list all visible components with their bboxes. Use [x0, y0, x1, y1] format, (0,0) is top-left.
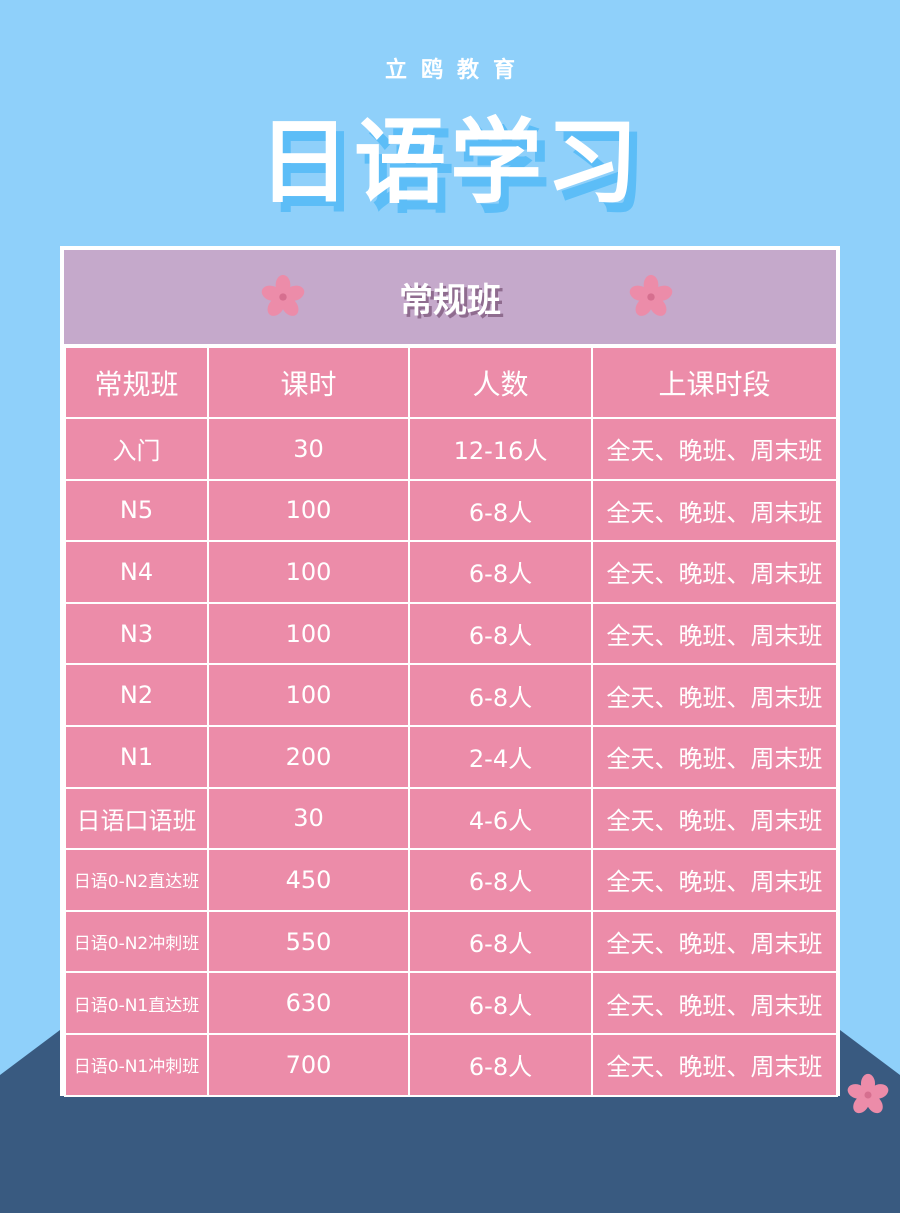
- table-row: 入门 30 12-16人 全天、晚班、周末班: [64, 417, 838, 481]
- course-table: 常规班 课时 人数 上课时段 入门 30 12-16人 全天、晚班、周末班 N5 100 6…: [64, 346, 838, 1097]
- page-title: 日语学习: [257, 109, 642, 216]
- cell-size: 6-8人: [408, 971, 593, 1035]
- cell-class: 入门: [64, 417, 209, 481]
- cell-class: N5: [64, 478, 209, 543]
- cell-size: 6-8人: [408, 478, 593, 543]
- cell-schedule: 全天、晚班、周末班: [591, 971, 838, 1035]
- header-schedule: 上课时段: [591, 346, 838, 419]
- cell-hours: 100: [207, 540, 410, 604]
- header-class: 常规班: [64, 346, 209, 419]
- cell-size: 6-8人: [408, 601, 593, 666]
- cell-hours: 30: [207, 786, 410, 851]
- cell-hours: 30: [207, 417, 410, 481]
- table-row: 日语0-N2冲刺班 550 6-8人 全天、晚班、周末班: [64, 909, 838, 974]
- cell-class: N3: [64, 601, 209, 666]
- header-hours: 课时: [207, 346, 410, 419]
- cell-class: 日语0-N1冲刺班: [64, 1032, 209, 1097]
- course-panel: 常规班 常规班 课时 人数 上课时段 入门 30 12-16人 全天、晚班、周末班 N5…: [60, 246, 840, 1097]
- cell-class: 日语0-N1直达班: [64, 971, 209, 1035]
- cell-schedule: 全天、晚班、周末班: [591, 663, 838, 727]
- cell-schedule: 全天、晚班、周末班: [591, 601, 838, 666]
- table-row: N1 200 2-4人 全天、晚班、周末班: [64, 724, 838, 789]
- cell-schedule: 全天、晚班、周末班: [591, 848, 838, 912]
- cell-schedule: 全天、晚班、周末班: [591, 786, 838, 851]
- cell-hours: 100: [207, 663, 410, 727]
- banner: 常规班: [64, 250, 836, 344]
- header-size: 人数: [408, 346, 593, 419]
- cell-hours: 100: [207, 478, 410, 543]
- cell-hours: 630: [207, 971, 410, 1035]
- cell-class: 日语0-N2冲刺班: [64, 909, 209, 974]
- cell-class: N2: [64, 663, 209, 727]
- table-row: N5 100 6-8人 全天、晚班、周末班: [64, 478, 838, 543]
- cell-schedule: 全天、晚班、周末班: [591, 478, 838, 543]
- cell-size: 12-16人: [408, 417, 593, 481]
- cell-schedule: 全天、晚班、周末班: [591, 909, 838, 974]
- table-row: 日语口语班 30 4-6人 全天、晚班、周末班: [64, 786, 838, 851]
- table-row: 日语0-N1冲刺班 700 6-8人 全天、晚班、周末班: [64, 1032, 838, 1097]
- cell-size: 4-6人: [408, 786, 593, 851]
- cell-schedule: 全天、晚班、周末班: [591, 724, 838, 789]
- cell-hours: 550: [207, 909, 410, 974]
- cell-size: 6-8人: [408, 1032, 593, 1097]
- cell-hours: 700: [207, 1032, 410, 1097]
- cell-class: 日语口语班: [64, 786, 209, 851]
- cell-schedule: 全天、晚班、周末班: [591, 1032, 838, 1097]
- cell-class: N1: [64, 724, 209, 789]
- sakura-flower-icon: [261, 274, 305, 316]
- cell-hours: 450: [207, 848, 410, 912]
- cell-size: 6-8人: [408, 909, 593, 974]
- sakura-flower-icon: [629, 274, 673, 316]
- banner-title: 常规班: [399, 280, 501, 321]
- table-row: N3 100 6-8人 全天、晚班、周末班: [64, 601, 838, 666]
- cell-schedule: 全天、晚班、周末班: [591, 417, 838, 481]
- sakura-flower-icon: [847, 1073, 889, 1114]
- cell-hours: 100: [207, 601, 410, 666]
- table-row: N4 100 6-8人 全天、晚班、周末班: [64, 540, 838, 604]
- table-row: N2 100 6-8人 全天、晚班、周末班: [64, 663, 838, 727]
- cell-hours: 200: [207, 724, 410, 789]
- cell-size: 6-8人: [408, 540, 593, 604]
- table-header-row: 常规班 课时 人数 上课时段: [64, 346, 838, 419]
- cell-schedule: 全天、晚班、周末班: [591, 540, 838, 604]
- cell-size: 2-4人: [408, 724, 593, 789]
- cell-size: 6-8人: [408, 663, 593, 727]
- table-row: 日语0-N2直达班 450 6-8人 全天、晚班、周末班: [64, 848, 838, 912]
- cell-class: N4: [64, 540, 209, 604]
- cell-class: 日语0-N2直达班: [64, 848, 209, 912]
- table-row: 日语0-N1直达班 630 6-8人 全天、晚班、周末班: [64, 971, 838, 1035]
- cell-size: 6-8人: [408, 848, 593, 912]
- brand-name: 立鸥教育: [384, 58, 529, 83]
